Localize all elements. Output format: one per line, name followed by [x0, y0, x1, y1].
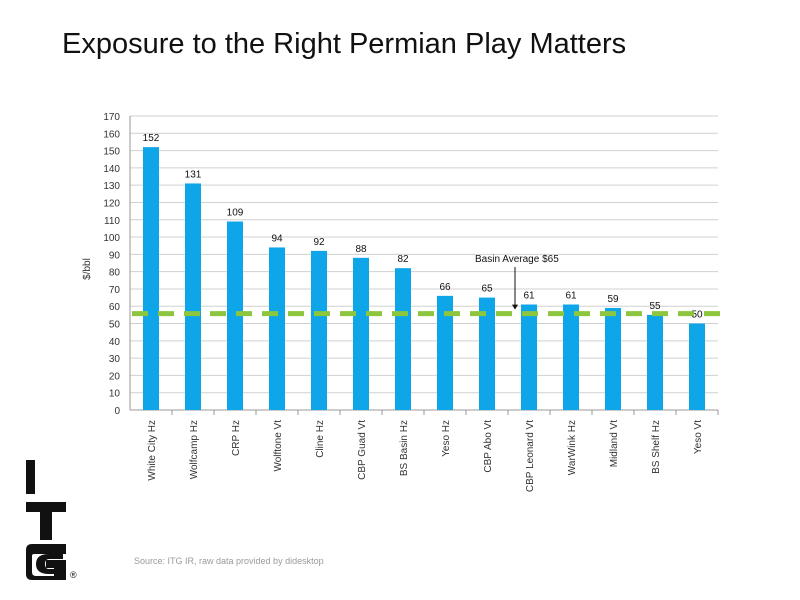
data-label: 59 — [607, 294, 619, 305]
y-tick-label: 160 — [103, 129, 120, 140]
y-tick-label: 60 — [109, 302, 121, 313]
logo-letter-g-shape — [26, 544, 66, 580]
y-tick-label: 70 — [109, 285, 121, 296]
y-tick-label: 150 — [103, 147, 120, 158]
data-label: 82 — [397, 254, 409, 265]
logo-letter-i — [26, 460, 35, 494]
bar — [311, 250, 327, 410]
data-label: 152 — [143, 133, 160, 144]
bar — [395, 268, 411, 410]
data-label: 92 — [313, 237, 325, 248]
bar — [437, 295, 453, 410]
bar — [143, 147, 159, 411]
x-tick-label: Midland Vt — [609, 420, 620, 467]
bar — [479, 297, 495, 410]
y-tick-label: 10 — [109, 389, 121, 400]
x-tick-label: Wolftone Vt — [273, 420, 284, 472]
bar — [269, 247, 285, 410]
x-tick-label: CRP Hz — [231, 420, 242, 456]
source-note: Source: ITG IR, raw data provided by did… — [134, 556, 324, 566]
y-tick-label: 170 — [103, 112, 120, 123]
annotation-arrow-head — [512, 304, 518, 310]
data-label: 109 — [227, 207, 244, 218]
bar — [227, 221, 243, 410]
x-tick-label: CBP Guad Vt — [357, 420, 368, 480]
data-label: 61 — [565, 291, 577, 302]
x-tick-label: Yeso Hz — [441, 420, 452, 457]
data-label: 65 — [481, 284, 493, 295]
y-tick-label: 30 — [109, 354, 121, 365]
y-tick-label: 80 — [109, 268, 121, 279]
itg-logo: ® — [26, 460, 77, 580]
x-tick-label: WarWink Hz — [567, 420, 578, 475]
x-tick-label: Wolfcamp Hz — [189, 420, 200, 479]
y-tick-label: 90 — [109, 250, 121, 261]
bar — [521, 304, 537, 410]
x-tick-label: Cline Hz — [315, 420, 326, 458]
data-label: 66 — [439, 282, 451, 293]
x-tick-label: Yeso Vt — [693, 420, 704, 454]
data-label: 131 — [185, 169, 202, 180]
data-label: 94 — [271, 233, 283, 244]
data-label: 50 — [691, 310, 703, 321]
x-tick-label: BS Basin Hz — [399, 420, 410, 476]
y-axis-label: $/bbl — [82, 258, 93, 280]
x-tick-label: BS Shelf Hz — [651, 420, 662, 474]
logo-letter-t-stem — [40, 502, 52, 540]
bar — [605, 307, 621, 410]
x-tick-label: CBP Leonard Vt — [525, 420, 536, 492]
bar — [185, 183, 201, 410]
y-tick-label: 50 — [109, 320, 121, 331]
data-label: 61 — [523, 291, 535, 302]
y-tick-label: 40 — [109, 337, 121, 348]
x-tick-label: White City Hz — [147, 420, 158, 481]
basin-average-label: Basin Average $65 — [475, 254, 559, 265]
bar — [563, 304, 579, 410]
y-tick-label: 100 — [103, 233, 120, 244]
y-tick-label: 140 — [103, 164, 120, 175]
y-tick-label: 120 — [103, 198, 120, 209]
y-tick-label: 110 — [104, 216, 120, 227]
page-title: Exposure to the Right Permian Play Matte… — [62, 28, 627, 60]
data-label: 55 — [649, 301, 661, 312]
y-tick-label: 0 — [114, 406, 120, 417]
bar — [353, 257, 369, 410]
y-tick-label: 130 — [103, 181, 120, 192]
data-label: 88 — [355, 244, 367, 255]
x-tick-label: CBP Abo Vt — [483, 420, 494, 473]
bar — [647, 314, 663, 410]
y-tick-label: 20 — [109, 371, 121, 382]
bar — [689, 323, 705, 410]
registered-mark: ® — [70, 570, 77, 580]
